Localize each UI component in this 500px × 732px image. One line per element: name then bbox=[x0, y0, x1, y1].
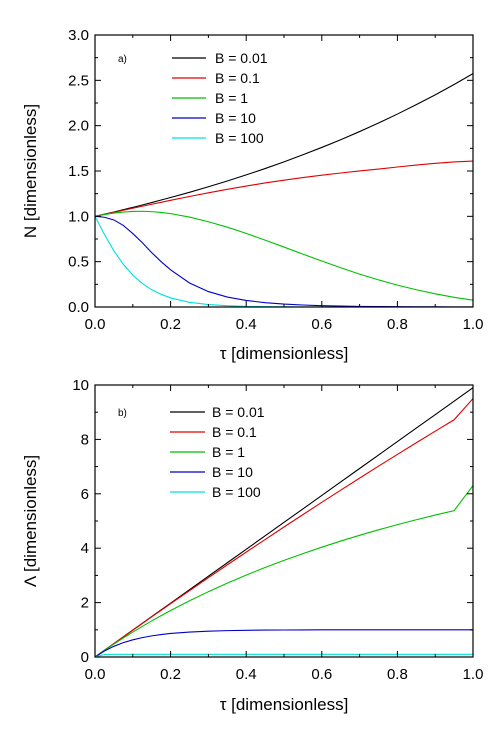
chart-a-y-tick-label: 1.0 bbox=[68, 208, 89, 225]
chart-a-legend-label-1: B = 0.1 bbox=[215, 70, 260, 86]
chart-a-legend-label-3: B = 10 bbox=[215, 110, 256, 126]
chart-a-series-line-3 bbox=[95, 215, 473, 307]
chart-b-x-tick-label: 0.4 bbox=[236, 666, 257, 683]
chart-a-y-tick-label: 3.0 bbox=[68, 27, 89, 44]
chart-b-y-tick-label: 2 bbox=[81, 595, 89, 612]
chart-b-x-tick-label: 1.0 bbox=[463, 666, 484, 683]
chart-b-panel-label: b) bbox=[118, 408, 127, 419]
chart-a-x-tick-label: 0.0 bbox=[85, 316, 106, 333]
chart-b-x-tick-label: 0.2 bbox=[160, 666, 181, 683]
chart-b-x-axis-label: τ [dimensionless] bbox=[220, 695, 349, 714]
chart-a-legend-label-0: B = 0.01 bbox=[215, 50, 268, 66]
chart-a-y-tick-label: 0.0 bbox=[68, 299, 89, 316]
chart-a-plot-frame bbox=[94, 34, 474, 308]
chart-a-legend-label-4: B = 100 bbox=[215, 130, 264, 146]
chart-b-legend-label-2: B = 1 bbox=[212, 444, 245, 460]
chart-a-x-tick-label: 0.4 bbox=[236, 316, 257, 333]
chart-a-y-tick-label: 1.5 bbox=[68, 163, 89, 180]
chart-b-y-axis-label: Λ [dimensionless] bbox=[21, 455, 40, 587]
chart-b-x-tick-label: 0.6 bbox=[311, 666, 332, 683]
chart-a: 0.0 0.2 0.4 0.6 0.8 1.0 0.0 0.5 1.0 1.5 2.0 2.5 3.0 τ… bbox=[21, 27, 483, 363]
chart-a-x-axis-label: τ [dimensionless] bbox=[220, 344, 349, 363]
chart-b-x-tick-label: 0.8 bbox=[387, 666, 408, 683]
chart-b-x-tick-label: 0.0 bbox=[85, 666, 106, 683]
chart-a-y-tick-label: 0.5 bbox=[68, 254, 89, 271]
chart-b-legend-label-0: B = 0.01 bbox=[212, 404, 265, 420]
chart-a-series-line-2 bbox=[95, 210, 473, 301]
chart-b-y-tick-label: 0 bbox=[81, 649, 89, 666]
chart-a-series-line-0 bbox=[95, 73, 473, 217]
chart-b: 0.0 0.2 0.4 0.6 0.8 1.0 0 2 4 6 8 10 τ [dimensionles… bbox=[21, 377, 483, 714]
chart-b-legend-label-3: B = 10 bbox=[212, 464, 253, 480]
chart-a-legend: B = 0.01 B = 0.1 B = 1 B = 10 B = 100 bbox=[172, 50, 268, 146]
chart-a-y-tick-label: 2.0 bbox=[68, 118, 89, 135]
chart-a-x-tick-label: 0.2 bbox=[160, 316, 181, 333]
chart-a-y-tick-label: 2.5 bbox=[68, 72, 89, 89]
chart-b-y-tick-label: 6 bbox=[81, 486, 89, 503]
chart-b-y-tick-label: 8 bbox=[81, 431, 89, 448]
chart-a-x-tick-label: 0.6 bbox=[311, 316, 332, 333]
chart-b-series-line-2 bbox=[95, 485, 473, 657]
chart-b-legend-label-4: B = 100 bbox=[212, 484, 261, 500]
chart-a-panel-label: a) bbox=[118, 54, 127, 65]
chart-a-series-line-1 bbox=[95, 160, 473, 217]
chart-b-y-tick-label: 4 bbox=[81, 540, 89, 557]
chart-a-y-axis-label: N [dimensionless] bbox=[21, 104, 40, 238]
chart-b-legend: B = 0.01 B = 0.1 B = 1 B = 10 B = 100 bbox=[170, 404, 265, 500]
chart-a-x-tick-label: 0.8 bbox=[387, 316, 408, 333]
chart-a-legend-label-2: B = 1 bbox=[215, 90, 248, 106]
chart-b-series-line-1 bbox=[95, 398, 473, 657]
chart-b-series-line-3 bbox=[95, 629, 473, 657]
chart-a-x-tick-label: 1.0 bbox=[463, 316, 484, 333]
chart-b-y-tick-label: 10 bbox=[72, 377, 89, 394]
chart-a-series-line-4 bbox=[95, 216, 473, 307]
chart-b-legend-label-1: B = 0.1 bbox=[212, 424, 257, 440]
